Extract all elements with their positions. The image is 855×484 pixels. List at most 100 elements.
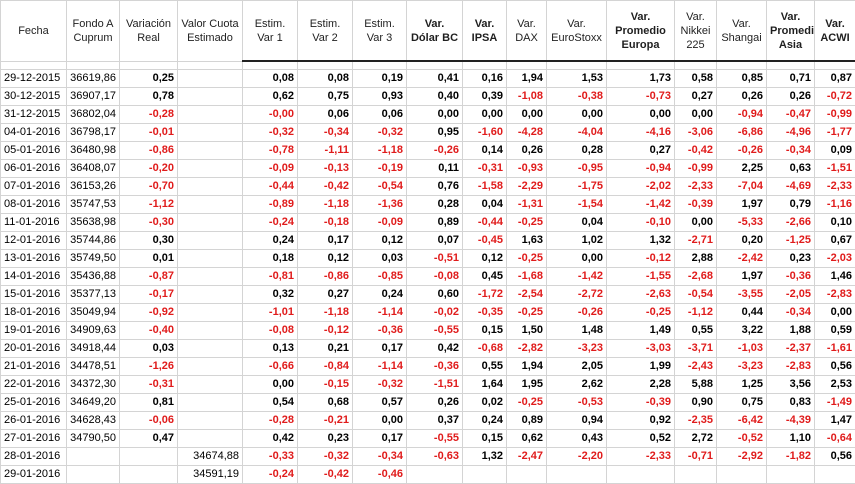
value-cell[interactable]: -0,01 bbox=[120, 124, 178, 142]
value-cell[interactable]: -2,20 bbox=[547, 448, 607, 466]
value-cell[interactable]: 0,15 bbox=[463, 430, 507, 448]
value-cell[interactable]: -0,89 bbox=[243, 196, 298, 214]
value-cell[interactable]: 0,15 bbox=[463, 322, 507, 340]
value-cell[interactable]: 0,19 bbox=[353, 70, 407, 88]
value-cell[interactable]: -1,72 bbox=[463, 286, 507, 304]
value-cell[interactable]: 0,23 bbox=[298, 430, 353, 448]
value-cell[interactable]: -0,08 bbox=[407, 268, 463, 286]
value-cell[interactable] bbox=[178, 250, 243, 268]
value-cell[interactable]: -0,21 bbox=[298, 412, 353, 430]
value-cell[interactable]: 35377,13 bbox=[67, 286, 120, 304]
value-cell[interactable]: -0,64 bbox=[815, 430, 855, 448]
value-cell[interactable]: -0,31 bbox=[463, 160, 507, 178]
value-cell[interactable] bbox=[178, 430, 243, 448]
value-cell[interactable]: -0,72 bbox=[815, 88, 855, 106]
value-cell[interactable]: 0,26 bbox=[507, 142, 547, 160]
date-cell[interactable]: 15-01-2016 bbox=[1, 286, 67, 304]
value-cell[interactable]: -1,14 bbox=[353, 358, 407, 376]
header-cell[interactable]: Valor Cuota Estimado bbox=[178, 1, 243, 62]
value-cell[interactable]: 0,58 bbox=[675, 70, 717, 88]
value-cell[interactable]: 0,27 bbox=[298, 286, 353, 304]
value-cell[interactable]: 0,04 bbox=[463, 196, 507, 214]
value-cell[interactable]: 1,53 bbox=[547, 70, 607, 88]
value-cell[interactable]: 0,00 bbox=[547, 106, 607, 124]
value-cell[interactable]: -0,10 bbox=[607, 214, 675, 232]
value-cell[interactable]: -2,42 bbox=[717, 250, 767, 268]
value-cell[interactable]: -0,06 bbox=[120, 412, 178, 430]
date-cell[interactable]: 20-01-2016 bbox=[1, 340, 67, 358]
value-cell[interactable]: -2,43 bbox=[675, 358, 717, 376]
value-cell[interactable]: -0,87 bbox=[120, 268, 178, 286]
value-cell[interactable]: 0,00 bbox=[607, 106, 675, 124]
value-cell[interactable]: 36480,98 bbox=[67, 142, 120, 160]
value-cell[interactable]: -1,26 bbox=[120, 358, 178, 376]
value-cell[interactable]: 0,45 bbox=[463, 268, 507, 286]
value-cell[interactable]: 0,00 bbox=[243, 376, 298, 394]
value-cell[interactable]: -0,42 bbox=[298, 178, 353, 196]
value-cell[interactable] bbox=[178, 322, 243, 340]
value-cell[interactable] bbox=[178, 106, 243, 124]
value-cell[interactable]: -0,08 bbox=[243, 322, 298, 340]
value-cell[interactable]: 0,26 bbox=[767, 88, 815, 106]
date-cell[interactable]: 19-01-2016 bbox=[1, 322, 67, 340]
value-cell[interactable]: -0,86 bbox=[120, 142, 178, 160]
value-cell[interactable]: -0,46 bbox=[353, 466, 407, 484]
value-cell[interactable]: 0,04 bbox=[547, 214, 607, 232]
date-cell[interactable]: 27-01-2016 bbox=[1, 430, 67, 448]
value-cell[interactable] bbox=[178, 304, 243, 322]
value-cell[interactable]: -0,45 bbox=[463, 232, 507, 250]
value-cell[interactable]: 36619,86 bbox=[67, 70, 120, 88]
value-cell[interactable]: -2,33 bbox=[815, 178, 855, 196]
value-cell[interactable]: -1,36 bbox=[353, 196, 407, 214]
value-cell[interactable]: -1,18 bbox=[298, 304, 353, 322]
value-cell[interactable]: 0,00 bbox=[507, 106, 547, 124]
value-cell[interactable]: -0,94 bbox=[717, 106, 767, 124]
date-cell[interactable]: 21-01-2016 bbox=[1, 358, 67, 376]
value-cell[interactable] bbox=[178, 268, 243, 286]
value-cell[interactable]: -0,35 bbox=[463, 304, 507, 322]
value-cell[interactable]: -2,37 bbox=[767, 340, 815, 358]
value-cell[interactable]: -2,82 bbox=[507, 340, 547, 358]
value-cell[interactable]: 0,00 bbox=[547, 250, 607, 268]
value-cell[interactable] bbox=[120, 466, 178, 484]
value-cell[interactable]: 0,09 bbox=[815, 142, 855, 160]
value-cell[interactable]: 0,10 bbox=[815, 214, 855, 232]
value-cell[interactable]: -0,39 bbox=[607, 394, 675, 412]
value-cell[interactable]: -0,28 bbox=[120, 106, 178, 124]
value-cell[interactable]: -4,28 bbox=[507, 124, 547, 142]
value-cell[interactable]: 1,50 bbox=[507, 322, 547, 340]
value-cell[interactable]: 0,78 bbox=[120, 88, 178, 106]
value-cell[interactable]: 1,99 bbox=[607, 358, 675, 376]
value-cell[interactable]: 0,14 bbox=[463, 142, 507, 160]
value-cell[interactable]: 0,95 bbox=[407, 124, 463, 142]
value-cell[interactable]: -1,82 bbox=[767, 448, 815, 466]
value-cell[interactable]: -0,33 bbox=[243, 448, 298, 466]
date-cell[interactable]: 08-01-2016 bbox=[1, 196, 67, 214]
value-cell[interactable]: 0,81 bbox=[120, 394, 178, 412]
value-cell[interactable]: -1,68 bbox=[507, 268, 547, 286]
date-cell[interactable]: 13-01-2016 bbox=[1, 250, 67, 268]
value-cell[interactable]: 34649,20 bbox=[67, 394, 120, 412]
value-cell[interactable]: -1,42 bbox=[547, 268, 607, 286]
date-cell[interactable]: 29-12-2015 bbox=[1, 70, 67, 88]
value-cell[interactable]: -0,54 bbox=[353, 178, 407, 196]
value-cell[interactable]: 0,39 bbox=[463, 88, 507, 106]
value-cell[interactable]: 2,62 bbox=[547, 376, 607, 394]
value-cell[interactable]: 0,55 bbox=[463, 358, 507, 376]
date-cell[interactable]: 29-01-2016 bbox=[1, 466, 67, 484]
value-cell[interactable]: 0,42 bbox=[243, 430, 298, 448]
header-cell[interactable]: Var. ACWI bbox=[815, 1, 855, 62]
value-cell[interactable]: -0,18 bbox=[298, 214, 353, 232]
value-cell[interactable]: 1,49 bbox=[607, 322, 675, 340]
value-cell[interactable]: -0,54 bbox=[675, 286, 717, 304]
value-cell[interactable]: -0,24 bbox=[243, 466, 298, 484]
header-cell[interactable]: Var. IPSA bbox=[463, 1, 507, 62]
value-cell[interactable]: -2,92 bbox=[717, 448, 767, 466]
value-cell[interactable]: 35747,53 bbox=[67, 196, 120, 214]
value-cell[interactable]: -2,33 bbox=[675, 178, 717, 196]
value-cell[interactable]: -1,01 bbox=[243, 304, 298, 322]
value-cell[interactable]: 0,60 bbox=[407, 286, 463, 304]
value-cell[interactable]: -0,51 bbox=[407, 250, 463, 268]
value-cell[interactable]: -0,09 bbox=[243, 160, 298, 178]
value-cell[interactable] bbox=[178, 412, 243, 430]
